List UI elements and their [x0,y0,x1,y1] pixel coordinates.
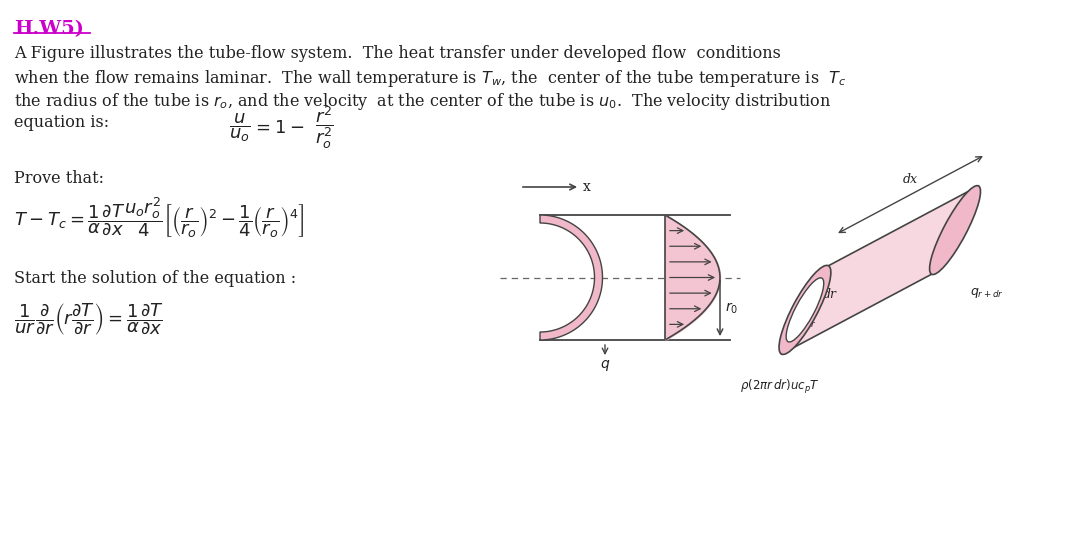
Text: $= 1 -$: $= 1 -$ [252,119,305,137]
Text: $q$: $q$ [599,358,610,373]
Ellipse shape [930,186,981,275]
Text: $r_0$: $r_0$ [725,301,739,316]
Text: dr: dr [823,288,837,301]
Text: x: x [583,180,591,194]
Text: H.W5): H.W5) [14,20,84,38]
Text: $T - T_c = \dfrac{1}{\alpha}\dfrac{\partial T}{\partial x}\dfrac{u_o r_o^2}{4}\l: $T - T_c = \dfrac{1}{\alpha}\dfrac{\part… [14,196,305,240]
Text: dx: dx [903,172,918,186]
Text: Start the solution of the equation :: Start the solution of the equation : [14,270,296,287]
Text: the radius of the tube is $r_o$, and the velocity  at the center of the tube is : the radius of the tube is $r_o$, and the… [14,91,832,112]
Ellipse shape [779,265,831,355]
Text: A Figure illustrates the tube-flow system.  The heat transfer under developed fl: A Figure illustrates the tube-flow syste… [14,45,781,62]
Text: $\dfrac{1}{ur}\dfrac{\partial}{\partial r}\left(r\dfrac{\partial T}{\partial r}\: $\dfrac{1}{ur}\dfrac{\partial}{\partial … [14,302,164,338]
Text: $\dfrac{r^2}{r_o^2}$: $\dfrac{r^2}{r_o^2}$ [314,104,334,151]
Text: $q_{r+dr}$: $q_{r+dr}$ [970,286,1004,300]
Text: equation is:: equation is: [14,114,109,131]
Polygon shape [782,186,978,354]
Text: $q_r$: $q_r$ [802,316,816,330]
Text: when the flow remains laminar.  The wall temperature is $T_w$, the  center of th: when the flow remains laminar. The wall … [14,68,846,89]
Text: $\rho(2\pi r\,dr)uc_p T$: $\rho(2\pi r\,dr)uc_p T$ [740,378,820,396]
Text: $\dfrac{u}{u_o}$: $\dfrac{u}{u_o}$ [229,112,251,144]
Ellipse shape [786,278,824,342]
Polygon shape [540,215,603,340]
Text: Prove that:: Prove that: [14,170,104,187]
